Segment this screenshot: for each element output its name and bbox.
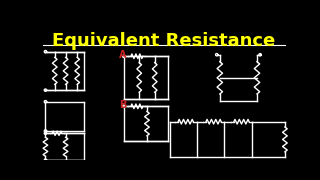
Text: A: A [119, 50, 126, 60]
Text: Equivalent Resistance: Equivalent Resistance [52, 32, 276, 50]
Text: B: B [119, 100, 126, 110]
